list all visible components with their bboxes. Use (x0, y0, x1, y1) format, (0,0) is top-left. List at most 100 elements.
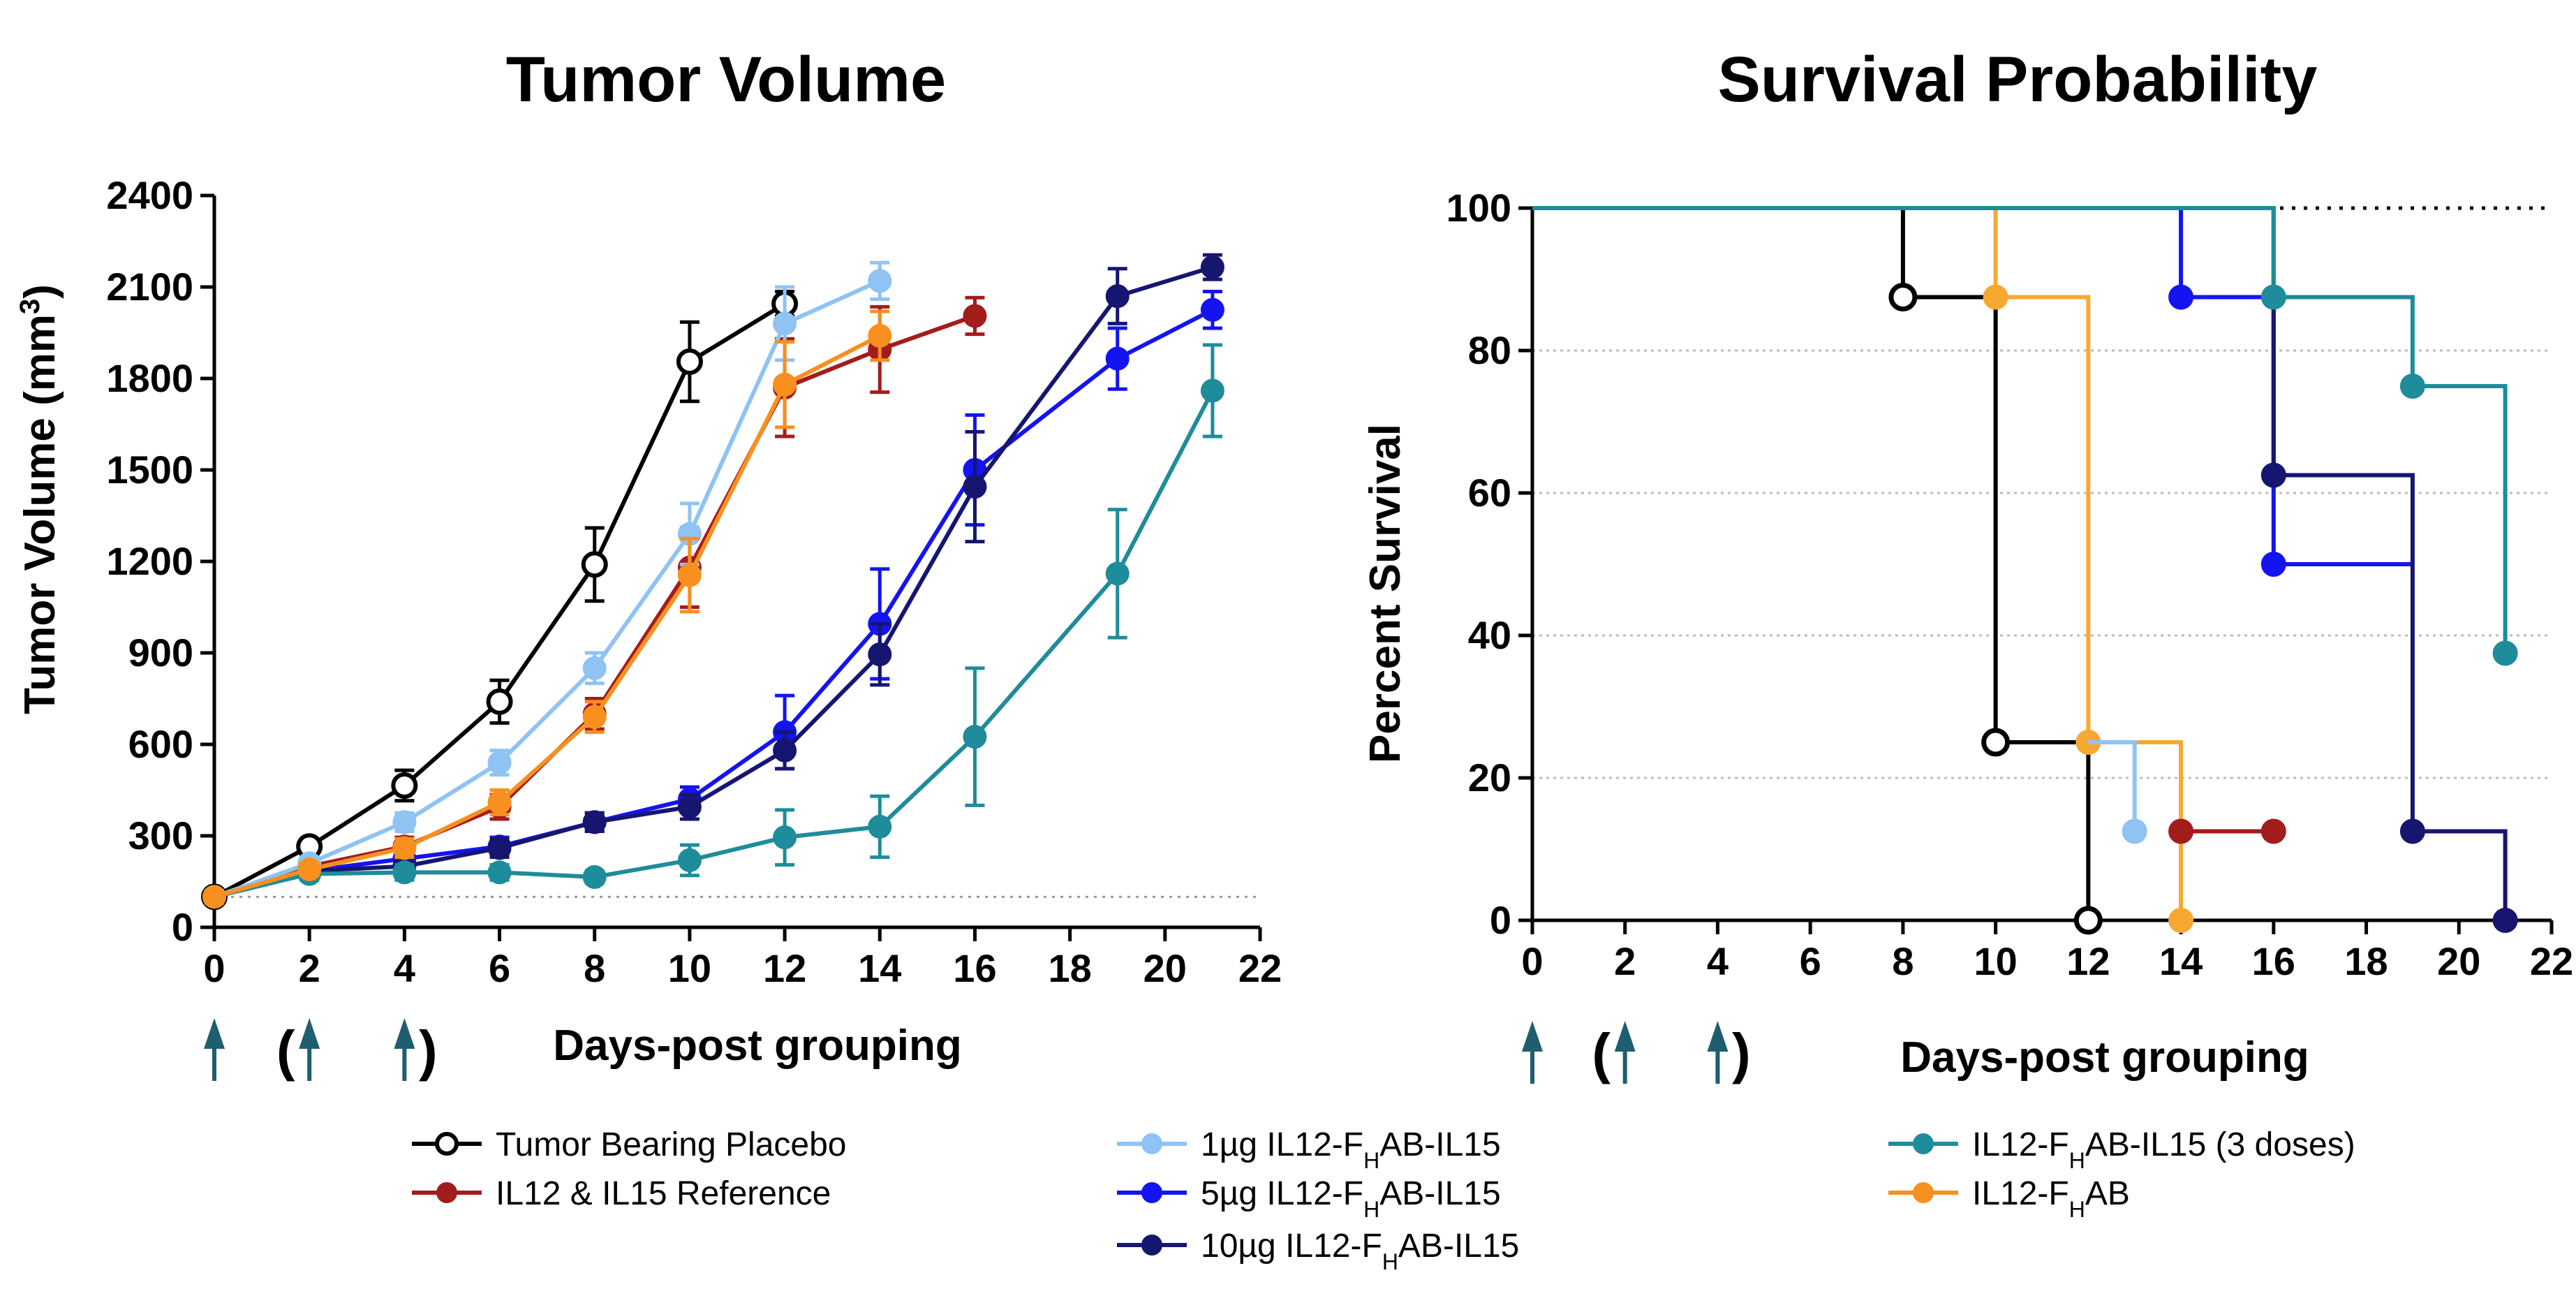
legend-label: 10µg IL12-FHAB-IL15 (1201, 1228, 1519, 1274)
survival-title: Survival Probability (1718, 44, 2318, 115)
survival-point (2492, 640, 2518, 666)
data-point (1200, 378, 1224, 403)
x-tick-label: 8 (1892, 939, 1914, 983)
survival-step-line (1532, 206, 2184, 920)
data-point (868, 269, 892, 293)
survival-point (1981, 728, 2011, 757)
survival-chart: Survival Probability Percent Survival Da… (1361, 44, 2573, 1084)
data-point (486, 688, 513, 715)
y-tick-label: 2100 (106, 265, 193, 309)
data-point (1105, 346, 1130, 371)
y-tick-label: 600 (128, 722, 193, 766)
legend-text-part: AB-IL15 (1398, 1228, 1519, 1265)
legend-text-part: AB-IL15 (1379, 1126, 1500, 1163)
survival-step-line (1532, 206, 2091, 920)
survival-step-line (1532, 206, 2413, 566)
data-point (868, 642, 892, 667)
data-point (773, 372, 797, 397)
survival-x-axis-label: Days-post grouping (1900, 1033, 2309, 1082)
x-tick-label: 12 (2066, 939, 2110, 983)
survival-point (2399, 818, 2425, 844)
legend-text-part: 5µg IL12-F (1201, 1175, 1363, 1212)
legend-text-part: AB-IL15 (3 doses) (2085, 1126, 2355, 1163)
survival-point (2260, 552, 2286, 577)
legend-text-part: AB (2085, 1175, 2130, 1212)
label-part: ) (16, 284, 64, 299)
survival-point (2260, 284, 2286, 310)
x-tick-label: 4 (1707, 939, 1729, 983)
series-line (214, 265, 1213, 899)
data-point (963, 725, 987, 749)
data-point (391, 772, 418, 799)
y-tick-label: 1200 (106, 539, 193, 583)
x-tick-label: 14 (2159, 939, 2203, 983)
survival-point (2168, 908, 2194, 933)
survival-point (1983, 284, 2008, 310)
legend-subscript: H (1363, 1197, 1379, 1222)
series-line (214, 390, 1215, 899)
data-point (1105, 284, 1130, 309)
legend-item: IL12 & IL15 Reference (412, 1175, 831, 1212)
data-point (582, 810, 607, 834)
x-tick-label: 18 (1048, 946, 1091, 990)
tumor-volume-series (201, 253, 1224, 911)
legend-marker (435, 1132, 459, 1156)
legend: Tumor Bearing Placebo IL12 & IL15 Referen… (412, 1126, 2355, 1274)
legend-marker (1141, 1133, 1162, 1154)
dosing-arrows-right: () (1522, 1021, 1751, 1084)
tumor-volume-x-axis-label: Days-post grouping (553, 1022, 962, 1070)
legend-subscript: H (1382, 1249, 1398, 1274)
tumor-volume-chart: Tumor Volume Tumor Volume (mm3) Days-pos… (15, 44, 1282, 1082)
x-tick-label: 20 (2437, 939, 2480, 983)
survival-10-g-il12-fhab-il15 (1532, 206, 2518, 933)
legend-item: 5µg IL12-FHAB-IL15 (1117, 1175, 1501, 1222)
series-il12-fhab (202, 309, 892, 909)
tumor-volume-axes: 0 2 4 6 8 10 12 14 16 18 20 22 0 300 600 900 1200 1500 180… (106, 173, 1282, 990)
dosing-arrow-head (1707, 1021, 1729, 1052)
survival-1-g-il12-fhab-il15 (2088, 740, 2147, 844)
survival-point (2073, 906, 2103, 935)
data-point (487, 860, 512, 885)
open-paren: ( (1592, 1022, 1611, 1084)
survival-point (2260, 462, 2286, 488)
x-tick-label: 4 (394, 946, 415, 990)
data-point (392, 860, 417, 885)
data-point (676, 348, 703, 375)
series-10-g-il12-fhab-il15 (202, 253, 1224, 909)
x-tick-label: 20 (1143, 946, 1187, 990)
data-point (963, 304, 987, 328)
data-point (392, 836, 417, 860)
survival-series (1532, 206, 2518, 935)
survival-point (2122, 818, 2147, 844)
y-tick-label: 60 (1468, 471, 1511, 515)
legend-subscript: H (2069, 1148, 2085, 1173)
tumor-volume-title: Tumor Volume (506, 44, 946, 115)
data-point (581, 551, 608, 578)
data-point (677, 795, 702, 819)
legend-marker (1141, 1182, 1162, 1203)
survival-point (2168, 284, 2194, 310)
survival-gridlines (1532, 206, 2552, 779)
label-part: Tumor Volume (mm (16, 314, 64, 714)
x-tick-label: 2 (1614, 939, 1636, 983)
y-tick-label: 2400 (106, 173, 193, 217)
legend-marker (1913, 1182, 1934, 1203)
legend-item: 1µg IL12-FHAB-IL15 (1117, 1126, 1501, 1173)
data-point (297, 857, 322, 882)
y-tick-label: 40 (1468, 613, 1511, 657)
legend-label: IL12 & IL15 Reference (496, 1175, 831, 1212)
y-tick-label: 300 (128, 813, 193, 857)
survival-il12-il15-reference (2168, 818, 2286, 844)
data-point (487, 751, 512, 775)
x-tick-label: 6 (489, 946, 510, 990)
data-point (963, 475, 987, 499)
x-tick-label: 16 (953, 946, 996, 990)
data-point (487, 790, 512, 814)
label-superscript: 3 (15, 299, 45, 314)
x-tick-label: 12 (763, 946, 806, 990)
legend-marker (1141, 1235, 1162, 1256)
series-line (214, 279, 881, 899)
survival-point (2492, 908, 2518, 933)
survival-y-axis-label: Percent Survival (1361, 424, 1409, 763)
